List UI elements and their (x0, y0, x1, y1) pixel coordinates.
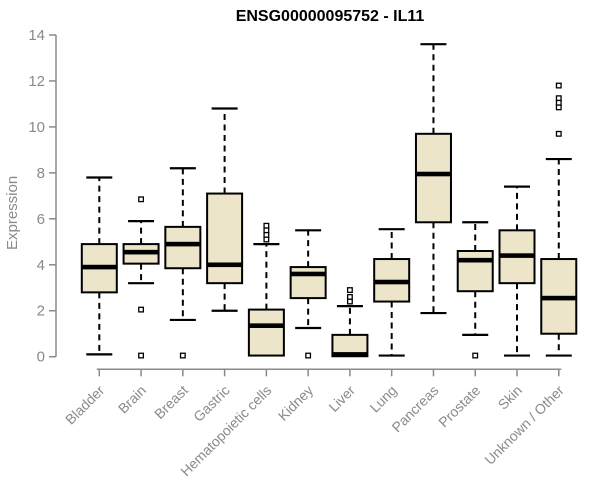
y-tick-label: 8 (37, 165, 45, 182)
box-group-hematopoietic-cells (247, 222, 285, 357)
outlier-point (305, 352, 312, 359)
outlier-point (263, 227, 270, 234)
box-median (541, 295, 577, 301)
outlier-point (138, 352, 145, 359)
box-group-bladder (80, 176, 118, 356)
box-rect (164, 225, 202, 270)
box-median (332, 352, 368, 357)
box-median (207, 262, 243, 268)
box-median (165, 241, 201, 247)
x-tick-label: Prostate (435, 382, 483, 430)
box-rect (414, 132, 452, 224)
box-group-skin (498, 185, 536, 357)
outlier-point (346, 294, 353, 300)
y-tick-label: 10 (28, 119, 45, 136)
x-tick-label: Skin (495, 382, 526, 413)
x-tick-label: Kidney (275, 382, 317, 424)
outlier-point (555, 82, 562, 89)
y-tick-label: 0 (37, 349, 45, 366)
box-group-brain (122, 196, 160, 359)
box-group-breast (164, 167, 202, 359)
outlier-point (555, 95, 562, 102)
chart-title: ENSG00000095752 - IL11 (235, 8, 425, 25)
box-group-prostate (456, 221, 494, 359)
outlier-point (555, 99, 562, 106)
outlier-point (346, 287, 353, 294)
box-group-unknown-other (540, 82, 578, 357)
box-median (248, 323, 284, 328)
box-group-liver (331, 287, 369, 358)
y-axis-label: Expression (4, 175, 21, 250)
y-tick-label: 14 (28, 27, 45, 44)
box-median (290, 271, 326, 277)
outlier-point (555, 104, 562, 111)
y-tick-label: 12 (28, 73, 45, 90)
outlier-point (263, 236, 270, 243)
outlier-point (263, 231, 270, 238)
box-group-pancreas (414, 43, 452, 315)
box-group-kidney (289, 229, 327, 359)
x-tick-label: Liver (325, 382, 358, 415)
box-group-lung (373, 228, 411, 357)
outlier-point (346, 298, 353, 305)
x-tick-label: Unknown / Other (481, 382, 567, 468)
x-tick-label: Bladder (62, 382, 108, 428)
box-rect (456, 249, 494, 293)
box-median (415, 171, 451, 177)
box-median (499, 253, 535, 258)
outlier-point (138, 306, 145, 313)
y-tick-label: 2 (37, 303, 45, 320)
x-tick-label: Lung (366, 382, 399, 415)
box-group-gastric (206, 107, 244, 312)
y-tick-label: 4 (37, 257, 45, 274)
x-tick-label: Breast (151, 382, 191, 422)
outlier-point (179, 352, 186, 359)
box-median (457, 257, 493, 263)
y-tick-label: 6 (37, 211, 45, 228)
x-tick-label: Brain (115, 382, 149, 416)
box-rect (247, 308, 285, 357)
outlier-point (472, 352, 479, 359)
outlier-point (138, 196, 145, 203)
box-rect (206, 192, 244, 285)
box-median (81, 264, 117, 270)
box-median (123, 249, 159, 255)
box-median (374, 279, 410, 285)
outlier-point (263, 222, 270, 229)
outlier-point (555, 130, 562, 137)
